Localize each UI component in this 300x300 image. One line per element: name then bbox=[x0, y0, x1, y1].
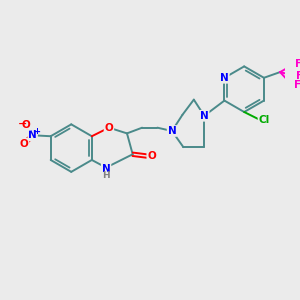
Text: H: H bbox=[102, 171, 110, 180]
Text: F: F bbox=[295, 59, 300, 70]
Text: O: O bbox=[105, 123, 113, 133]
Text: N: N bbox=[28, 130, 37, 140]
Text: N: N bbox=[168, 126, 176, 136]
Text: N: N bbox=[200, 111, 208, 121]
Text: Cl: Cl bbox=[259, 115, 270, 124]
Text: F: F bbox=[296, 71, 300, 81]
Text: −: − bbox=[17, 119, 27, 129]
Text: O: O bbox=[20, 139, 28, 149]
Text: O: O bbox=[22, 120, 30, 130]
Text: N: N bbox=[220, 73, 229, 83]
Text: +: + bbox=[33, 127, 40, 136]
Text: O: O bbox=[147, 151, 156, 161]
Text: F: F bbox=[294, 80, 300, 90]
Text: N: N bbox=[102, 164, 110, 173]
